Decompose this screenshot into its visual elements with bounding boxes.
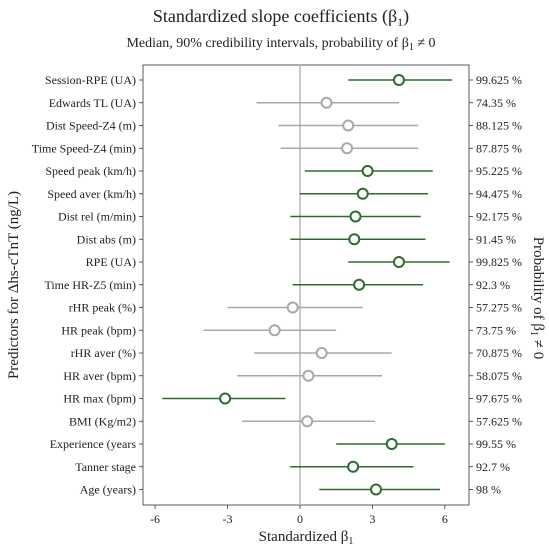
probability-label: 87.875 % xyxy=(476,141,522,155)
probability-label: 57.275 % xyxy=(476,301,522,315)
probability-label: 95.225 % xyxy=(476,164,522,178)
median-points xyxy=(219,74,405,496)
median-point xyxy=(286,301,299,314)
median-point xyxy=(353,278,366,291)
median-point xyxy=(348,233,361,246)
probability-label: 97.675 % xyxy=(476,392,522,406)
y-axis-title-right: Probability of β1 ≠ 0 xyxy=(528,237,546,360)
probability-label: 92.175 % xyxy=(476,210,522,224)
predictor-label: Dist Speed-Z4 (m) xyxy=(46,119,136,133)
median-point xyxy=(315,347,328,359)
median-point xyxy=(370,483,383,496)
probability-label: 92.7 % xyxy=(476,460,510,474)
median-point xyxy=(385,438,398,450)
chart-subtitle: Median, 90% credibility intervals, proba… xyxy=(126,36,435,53)
median-point xyxy=(320,96,333,109)
x-tick-label: 0 xyxy=(297,512,303,526)
predictor-label: Dist abs (m) xyxy=(77,232,136,246)
median-point xyxy=(341,142,354,155)
predictor-label: rHR aver (%) xyxy=(71,346,136,360)
predictor-label: Time Speed-Z4 (min) xyxy=(32,141,136,155)
predictor-label: Dist rel (m/min) xyxy=(58,210,136,224)
median-point xyxy=(268,324,281,337)
median-point xyxy=(361,165,374,177)
chart-title: Standardized slope coefficients (β1) xyxy=(153,6,409,29)
predictor-label: HR max (bpm) xyxy=(63,392,136,406)
predictor-label: RPE (UA) xyxy=(86,255,136,269)
y-axis-title-left: Predictors for Δhs-cTnT (ng/L) xyxy=(6,191,22,379)
predictor-label: Age (years) xyxy=(80,483,136,497)
predictor-label: Edwards TL (UA) xyxy=(49,96,136,110)
predictor-label: Session-RPE (UA) xyxy=(45,73,136,87)
x-axis-title: Standardized β1 xyxy=(259,529,354,547)
predictor-label: Time HR-Z5 (min) xyxy=(44,278,136,292)
predictor-label: HR aver (bpm) xyxy=(63,369,136,383)
x-tick-label: -6 xyxy=(150,512,160,526)
predictor-label: rHR peak (%) xyxy=(69,301,136,315)
probability-label: 98 % xyxy=(476,483,501,497)
probability-label: 99.825 % xyxy=(476,255,522,269)
probability-label: 99.55 % xyxy=(476,437,516,451)
x-tick-label: 6 xyxy=(442,512,448,526)
credibility-intervals xyxy=(162,79,453,491)
median-point xyxy=(392,74,405,86)
median-point xyxy=(392,256,405,268)
x-axis: -6 -3 0 3 6 xyxy=(150,505,448,526)
median-point xyxy=(342,119,355,132)
predictor-label: Experience (years xyxy=(50,437,137,451)
probability-label: 58.075 % xyxy=(476,369,522,383)
median-point xyxy=(219,392,232,405)
probability-label: 74.35 % xyxy=(476,96,516,110)
median-point xyxy=(349,210,362,223)
x-tick-label: 3 xyxy=(369,512,375,526)
predictor-label: HR peak (bpm) xyxy=(61,323,136,337)
median-point xyxy=(302,369,315,382)
x-tick-label: -3 xyxy=(223,512,233,526)
median-point xyxy=(301,415,314,428)
probability-label: 94.475 % xyxy=(476,187,522,201)
predictor-label: BMI (Kg/m2) xyxy=(69,414,136,428)
median-point xyxy=(356,187,369,200)
median-point xyxy=(347,460,360,473)
probability-label: 99.625 % xyxy=(476,73,522,87)
predictor-label: Speed aver (km/h) xyxy=(47,187,136,201)
probability-label: 91.45 % xyxy=(476,232,516,246)
y-tick-labels: Session-RPE (UA) Edwards TL (UA) Dist Spee… xyxy=(32,73,143,497)
probability-labels: 99.625 % 74.35 % 88.125 % 87.875 % 95.225 % 9… xyxy=(469,73,522,497)
predictor-label: Tanner stage xyxy=(75,460,136,474)
probability-label: 88.125 % xyxy=(476,119,522,133)
predictor-label: Speed peak (km/h) xyxy=(45,164,136,178)
probability-label: 73.75 % xyxy=(476,323,516,337)
probability-label: 57.625 % xyxy=(476,414,522,428)
probability-label: 70.875 % xyxy=(476,346,522,360)
probability-label: 92.3 % xyxy=(476,278,510,292)
